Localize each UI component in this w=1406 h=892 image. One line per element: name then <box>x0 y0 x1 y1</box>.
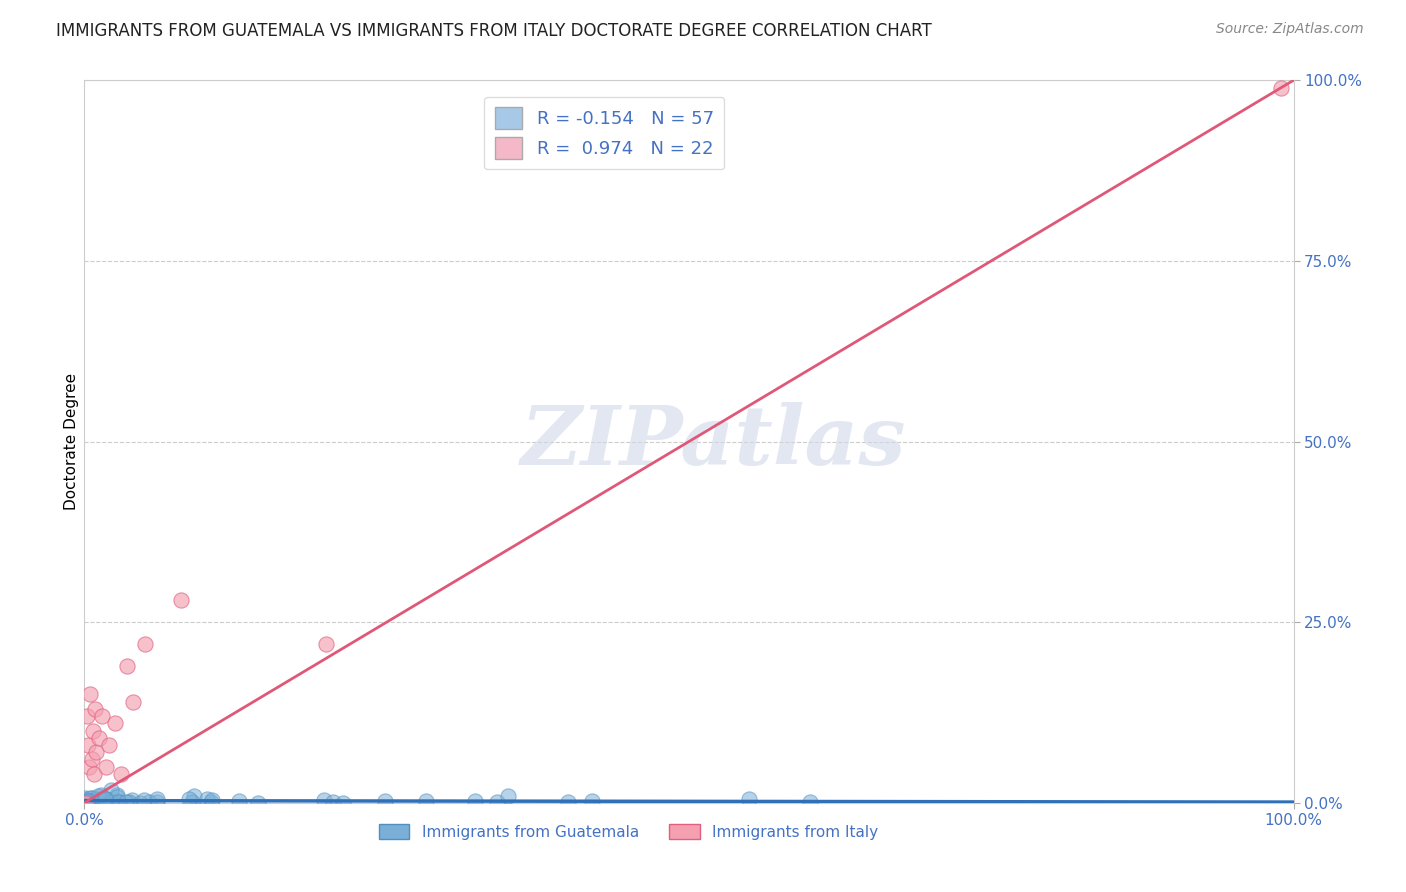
Point <box>134 637 156 651</box>
Point <box>82 795 104 809</box>
Point <box>96 791 118 805</box>
Point <box>91 709 114 723</box>
Point <box>77 760 100 774</box>
Point <box>107 796 129 810</box>
Point <box>181 795 204 809</box>
Point <box>79 796 101 810</box>
Point <box>110 767 132 781</box>
Point <box>115 796 138 810</box>
Legend: Immigrants from Guatemala, Immigrants from Italy: Immigrants from Guatemala, Immigrants fr… <box>373 818 884 846</box>
Point <box>104 716 127 731</box>
Point <box>183 789 205 804</box>
Point <box>77 794 100 808</box>
Point <box>100 783 122 797</box>
Point <box>121 695 143 709</box>
Point <box>374 794 396 808</box>
Point <box>79 795 101 809</box>
Point <box>322 796 344 810</box>
Point <box>82 723 104 738</box>
Point <box>86 795 108 809</box>
Point <box>485 795 508 809</box>
Point <box>77 738 100 752</box>
Point <box>1270 80 1292 95</box>
Point <box>100 796 122 810</box>
Point <box>80 796 103 810</box>
Point <box>76 709 98 723</box>
Point <box>76 796 98 810</box>
Point <box>79 791 101 805</box>
Point <box>146 791 169 805</box>
Point <box>75 796 97 810</box>
Point <box>83 767 105 781</box>
Point <box>138 795 160 809</box>
Point <box>90 792 112 806</box>
Point <box>129 796 152 810</box>
Point <box>80 796 103 810</box>
Point <box>107 789 129 803</box>
Point <box>315 637 337 651</box>
Point <box>496 789 519 803</box>
Text: Source: ZipAtlas.com: Source: ZipAtlas.com <box>1216 22 1364 37</box>
Point <box>557 795 579 809</box>
Point <box>80 791 103 805</box>
Point <box>200 795 222 809</box>
Point <box>134 793 156 807</box>
Point <box>97 738 120 752</box>
Point <box>118 795 141 809</box>
Point <box>94 792 117 806</box>
Point <box>107 795 129 809</box>
Point <box>121 793 143 807</box>
Point <box>75 790 97 805</box>
Point <box>84 702 107 716</box>
Point <box>332 796 354 810</box>
Point <box>82 793 104 807</box>
Point <box>107 794 129 808</box>
Point <box>75 793 97 807</box>
Point <box>228 794 250 808</box>
Text: IMMIGRANTS FROM GUATEMALA VS IMMIGRANTS FROM ITALY DOCTORATE DEGREE CORRELATION : IMMIGRANTS FROM GUATEMALA VS IMMIGRANTS … <box>56 22 932 40</box>
Point <box>94 760 117 774</box>
Point <box>246 796 269 810</box>
Point <box>80 752 103 766</box>
Point <box>79 687 101 701</box>
Point <box>76 795 98 809</box>
Point <box>799 795 821 809</box>
Point <box>86 789 108 804</box>
Point <box>94 791 117 805</box>
Y-axis label: Doctorate Degree: Doctorate Degree <box>63 373 79 510</box>
Point <box>86 745 108 759</box>
Point <box>581 794 603 808</box>
Point <box>177 791 200 805</box>
Point <box>87 731 110 745</box>
Point <box>86 796 108 810</box>
Text: ZIPatlas: ZIPatlas <box>520 401 905 482</box>
Point <box>738 791 761 805</box>
Point <box>115 658 138 673</box>
Point <box>314 793 336 807</box>
Point <box>170 593 193 607</box>
Point <box>415 794 437 808</box>
Point <box>86 792 108 806</box>
Point <box>146 795 169 809</box>
Point <box>201 793 224 807</box>
Point <box>464 794 486 808</box>
Point <box>105 790 128 805</box>
Point <box>195 792 218 806</box>
Point <box>90 788 112 802</box>
